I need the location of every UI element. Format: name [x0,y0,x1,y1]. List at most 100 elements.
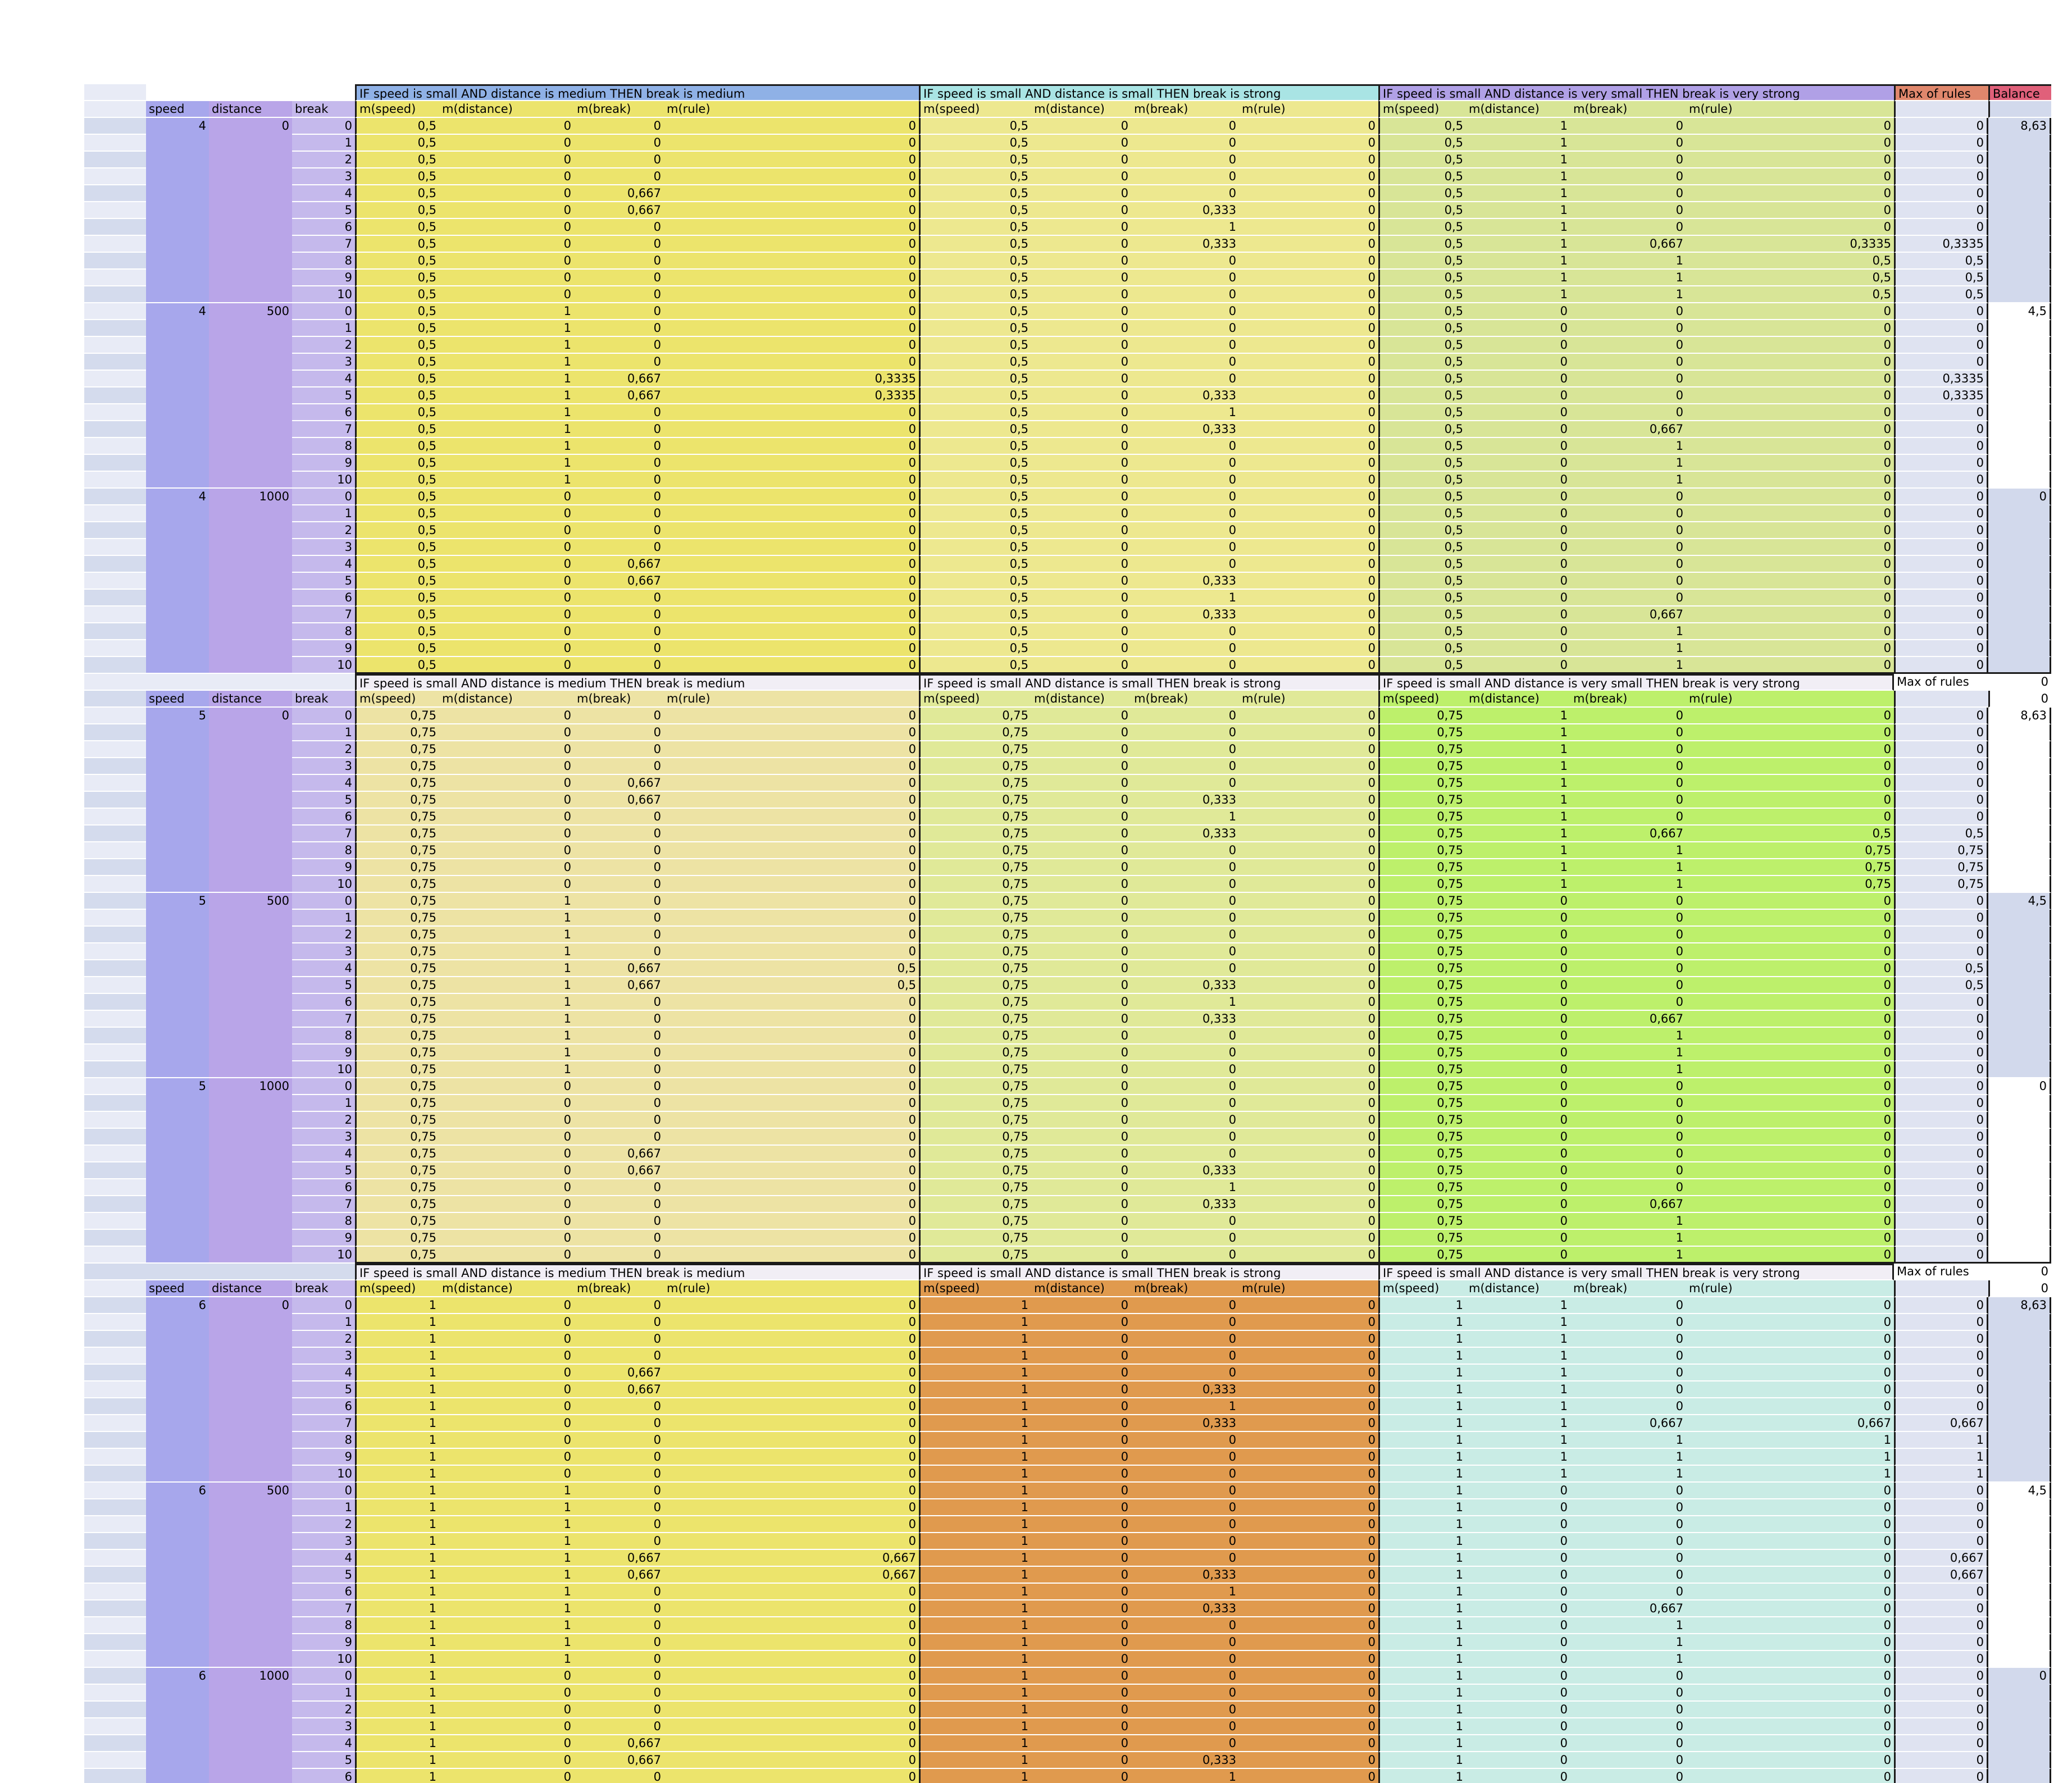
break-cell[interactable]: 8 [292,1432,355,1449]
r3-mrule[interactable]: 0 [1686,1061,1894,1078]
distance-cell[interactable] [209,1584,292,1600]
r1-mbreak[interactable]: 0 [574,1516,664,1533]
r3-mbreak[interactable]: 0 [1570,1314,1686,1331]
r3-mbreak[interactable]: 0 [1570,1331,1686,1348]
r1-mspeed[interactable]: 0,75 [355,1112,439,1129]
distance-cell[interactable] [209,1752,292,1769]
r3-mspeed[interactable]: 0,75 [1378,1196,1466,1213]
r3-mspeed[interactable]: 1 [1378,1449,1466,1466]
r3-mrule[interactable]: 0 [1686,573,1894,590]
r3-mbreak[interactable]: 0 [1570,1533,1686,1550]
r2-mrule[interactable]: 0 [1239,152,1378,168]
max-cell[interactable]: 0 [1894,303,1988,320]
r1-mrule[interactable]: 0 [664,219,919,236]
r3-mdistance[interactable]: 0 [1466,371,1570,387]
r2-mbreak[interactable]: 0 [1131,859,1239,876]
r1-mdistance[interactable]: 1 [439,1550,574,1567]
r3-mrule[interactable]: 0 [1686,994,1894,1011]
r3-mbreak[interactable]: 1 [1570,1061,1686,1078]
r2-mrule[interactable]: 0 [1239,994,1378,1011]
r3-mdistance[interactable]: 0 [1466,354,1570,371]
r1-mrule[interactable]: 0 [664,354,919,371]
r3-mspeed[interactable]: 1 [1378,1702,1466,1718]
speed-cell[interactable] [146,1112,209,1129]
r3-mrule[interactable]: 0,75 [1686,842,1894,859]
r3-mrule[interactable]: 0 [1686,1247,1894,1264]
r2-mbreak[interactable]: 1 [1131,994,1239,1011]
r2-mspeed[interactable]: 1 [919,1398,1031,1415]
r3-mdistance-header[interactable]: m(distance) [1466,691,1570,708]
distance-cell[interactable] [209,1466,292,1483]
r3-mdistance[interactable]: 1 [1466,286,1570,303]
r1-mbreak[interactable]: 0 [574,1415,664,1432]
r2-mdistance[interactable]: 0 [1031,741,1131,758]
r2-mspeed[interactable]: 0,75 [919,1112,1031,1129]
r3-mrule[interactable]: 0 [1686,1045,1894,1061]
r2-mspeed-header[interactable]: m(speed) [919,1280,1031,1297]
r3-mspeed[interactable]: 0,5 [1378,438,1466,455]
r3-mdistance[interactable]: 0 [1466,1230,1570,1247]
max-cell[interactable]: 0 [1894,943,1988,960]
r2-mbreak-header[interactable]: m(break) [1131,1280,1239,1297]
r3-mdistance[interactable]: 0 [1466,1584,1570,1600]
r2-mrule[interactable]: 0 [1239,236,1378,253]
r1-mdistance[interactable]: 0 [439,1146,574,1162]
r3-mspeed[interactable]: 0,5 [1378,421,1466,438]
r1-mrule[interactable]: 0 [664,1129,919,1146]
r3-mbreak[interactable]: 1 [1570,1230,1686,1247]
r1-mrule[interactable]: 0 [664,1600,919,1617]
break-cell[interactable]: 7 [292,826,355,842]
balance-cell[interactable] [1988,320,2051,337]
empty-cell[interactable] [292,1264,355,1280]
r3-mdistance[interactable]: 1 [1466,876,1570,893]
r3-mrule[interactable]: 0 [1686,1718,1894,1735]
r2-mdistance[interactable]: 0 [1031,859,1131,876]
r3-mspeed[interactable]: 0,75 [1378,792,1466,809]
distance-cell[interactable] [209,1651,292,1668]
r3-mbreak[interactable]: 0 [1570,1567,1686,1584]
r3-mspeed[interactable]: 0,5 [1378,522,1466,539]
r2-mrule[interactable]: 0 [1239,1584,1378,1600]
break-cell[interactable]: 9 [292,455,355,472]
r2-mdistance[interactable]: 0 [1031,1314,1131,1331]
speed-cell[interactable] [146,1061,209,1078]
r3-mdistance[interactable]: 1 [1466,1415,1570,1432]
balance-cell[interactable] [1988,236,2051,253]
break-cell[interactable]: 2 [292,1331,355,1348]
r3-mdistance[interactable]: 0 [1466,893,1570,910]
row-number-cell[interactable] [84,253,146,270]
r1-mrule[interactable]: 0 [664,792,919,809]
r3-mrule[interactable]: 0 [1686,775,1894,792]
max-cell[interactable]: 0 [1894,809,1988,826]
r1-mrule[interactable]: 0 [664,489,919,505]
r1-mdistance[interactable]: 0 [439,202,574,219]
speed-cell[interactable] [146,1129,209,1146]
r1-mrule[interactable]: 0,667 [664,1550,919,1567]
r3-mbreak[interactable]: 0 [1570,893,1686,910]
r1-mrule[interactable]: 0,3335 [664,387,919,404]
distance-cell[interactable] [209,1685,292,1702]
max-cell[interactable]: 0 [1894,1516,1988,1533]
r1-mbreak[interactable]: 0 [574,303,664,320]
r3-mrule[interactable]: 0 [1686,1162,1894,1179]
empty-cell[interactable] [209,674,292,691]
row-number-cell[interactable] [84,320,146,337]
r3-mbreak[interactable]: 1 [1570,640,1686,657]
r3-mbreak[interactable]: 0 [1570,1499,1686,1516]
r2-mdistance[interactable]: 0 [1031,1449,1131,1466]
r2-mdistance[interactable]: 0 [1031,1095,1131,1112]
r2-mdistance[interactable]: 0 [1031,1179,1131,1196]
speed-cell[interactable] [146,1045,209,1061]
speed-cell[interactable] [146,573,209,590]
r1-mrule[interactable]: 0 [664,1196,919,1213]
r2-mdistance[interactable]: 0 [1031,1331,1131,1348]
r3-mspeed[interactable]: 0,5 [1378,489,1466,505]
speed-cell[interactable] [146,1617,209,1634]
r2-mdistance[interactable]: 0 [1031,1028,1131,1045]
r3-mdistance[interactable]: 1 [1466,775,1570,792]
r2-mspeed[interactable]: 0,5 [919,371,1031,387]
max-cell[interactable]: 0 [1894,1584,1988,1600]
r3-mspeed[interactable]: 1 [1378,1567,1466,1584]
r2-mspeed[interactable]: 0,5 [919,623,1031,640]
r2-mspeed[interactable]: 1 [919,1651,1031,1668]
